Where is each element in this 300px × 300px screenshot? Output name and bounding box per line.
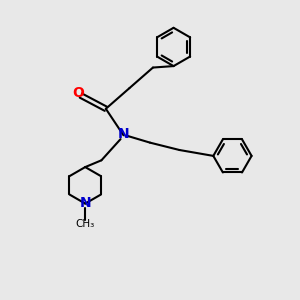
Text: CH₃: CH₃ [76, 219, 95, 229]
Text: N: N [80, 196, 91, 210]
Text: N: N [118, 128, 129, 141]
Text: O: O [73, 86, 84, 100]
